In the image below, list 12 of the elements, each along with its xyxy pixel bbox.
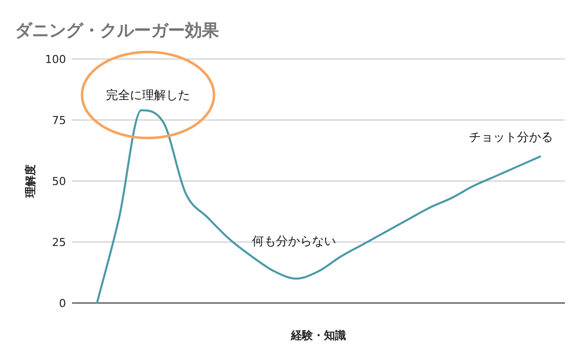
annotation: 完全に理解した xyxy=(106,88,190,102)
y-tick-label: 75 xyxy=(52,114,66,127)
chart-title: ダニング・クルーガー効果 xyxy=(15,21,220,41)
annotation: 何も分からない xyxy=(252,234,336,248)
x-axis-title: 経験・知識 xyxy=(290,329,346,342)
annotation: チョット分かる xyxy=(469,130,553,144)
y-tick-label: 25 xyxy=(52,236,66,249)
line-series xyxy=(96,109,541,304)
y-tick-label: 0 xyxy=(59,297,66,310)
y-tick-label: 50 xyxy=(52,175,66,188)
y-axis-title: 理解度 xyxy=(24,164,37,198)
y-tick-label: 100 xyxy=(45,53,66,66)
